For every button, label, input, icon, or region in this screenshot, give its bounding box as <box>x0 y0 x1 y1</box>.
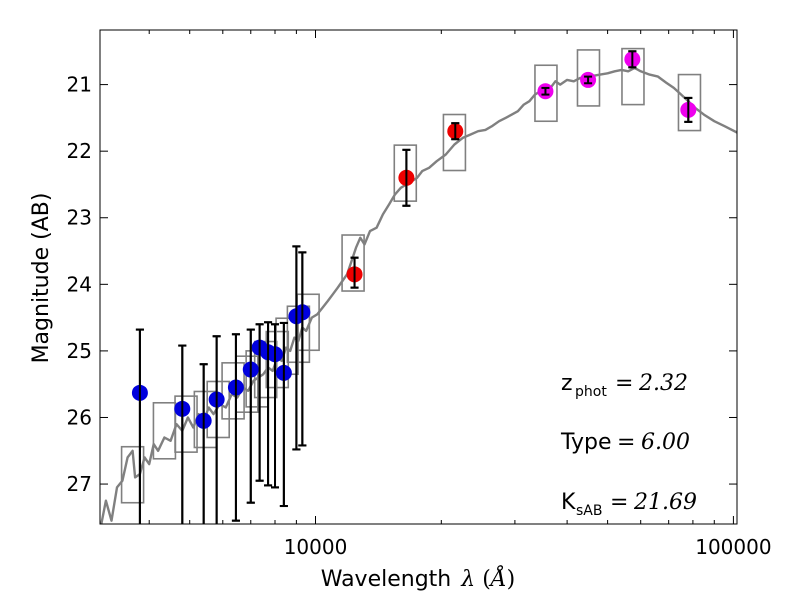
zphot-value: 2.32 <box>638 371 688 396</box>
annotation-ksab: K sAB = 21.69 <box>561 490 697 519</box>
model-flux-box <box>341 234 365 292</box>
ksab-value: 21.69 <box>633 490 697 515</box>
axis-ticks: 21 22 23 24 25 26 27 10000 100000 <box>67 30 772 559</box>
type-equals: = <box>617 430 635 455</box>
model-curve <box>100 66 737 524</box>
y-tick-label: 23 <box>67 206 92 230</box>
model-flux-box <box>221 362 245 420</box>
model-flux-box <box>442 113 467 172</box>
data-point-layer <box>131 50 697 524</box>
y-tick-label: 24 <box>67 272 92 296</box>
plot-frame <box>99 29 738 525</box>
y-tick-label: 22 <box>67 139 92 163</box>
y-tick-label: 27 <box>67 472 92 496</box>
annotation-type: Type = 6.00 <box>560 430 690 455</box>
model-flux-box <box>677 73 702 132</box>
ksab-symbol: K <box>561 490 576 515</box>
x-axis-title: Wavelength λ (Å) <box>321 564 516 592</box>
y-tick-label: 21 <box>67 73 92 97</box>
zphot-symbol: z <box>561 371 573 396</box>
y-axis-title: Magnitude (AB) <box>29 193 54 364</box>
model-flux-box <box>621 47 645 106</box>
zphot-subscript: phot <box>575 384 607 400</box>
model-flux-box <box>393 144 418 202</box>
model-flux-box <box>576 49 601 107</box>
errorbar-layer <box>135 50 693 524</box>
model-flux-box <box>534 64 558 123</box>
x-tick-label: 100000 <box>695 535 771 559</box>
model-flux-box <box>206 380 231 439</box>
ksab-equals: = <box>610 490 628 515</box>
annotation-zphot: z phot = 2.32 <box>561 371 688 400</box>
type-label: Type <box>560 430 612 455</box>
model-curve-layer <box>100 66 737 524</box>
model-box-layer <box>120 47 702 504</box>
type-value: 6.00 <box>641 430 690 455</box>
y-tick-label: 25 <box>67 339 92 363</box>
zphot-equals: = <box>615 371 633 396</box>
x-tick-label: 10000 <box>284 535 348 559</box>
ksab-subscript: sAB <box>576 503 602 519</box>
model-flux-box <box>120 445 145 504</box>
y-tick-label: 26 <box>67 405 92 429</box>
